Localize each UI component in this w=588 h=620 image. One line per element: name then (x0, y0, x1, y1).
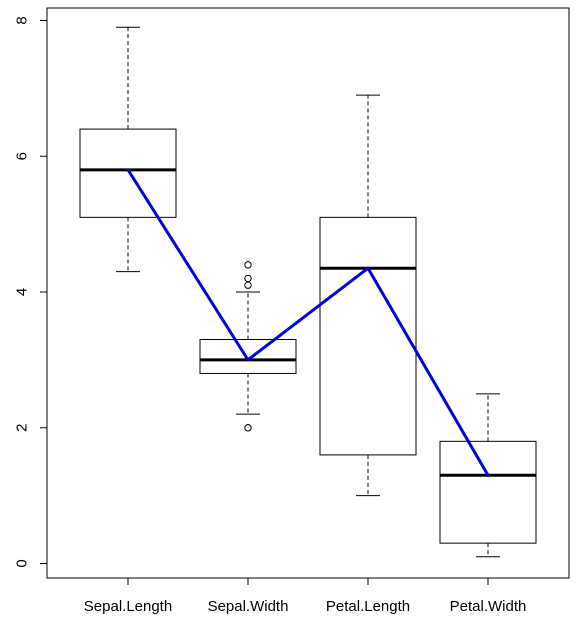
x-tick-label: Sepal.Length (84, 598, 172, 615)
x-tick-label: Sepal.Width (208, 598, 289, 615)
box (79, 128, 177, 218)
y-tick-label: 4 (14, 288, 31, 296)
x-tick-label: Petal.Width (450, 598, 527, 615)
box (319, 216, 417, 456)
y-tick-label: 0 (14, 559, 31, 567)
y-tick-label: 6 (14, 152, 31, 160)
box (199, 339, 297, 374)
outlier-point (244, 281, 252, 289)
x-tick-label: Petal.Length (326, 598, 410, 615)
y-tick-label: 8 (14, 16, 31, 24)
outlier-point (244, 261, 252, 269)
box (439, 440, 537, 544)
plot-frame (46, 7, 570, 579)
outlier-point (244, 424, 252, 432)
outlier-point (244, 274, 252, 283)
y-tick-label: 2 (14, 424, 31, 432)
plot-area: 0 2 4 6 8 Sepal.Length Sepal.Width Petal.Length… (14, 7, 570, 615)
median-trend-line (126, 168, 490, 477)
